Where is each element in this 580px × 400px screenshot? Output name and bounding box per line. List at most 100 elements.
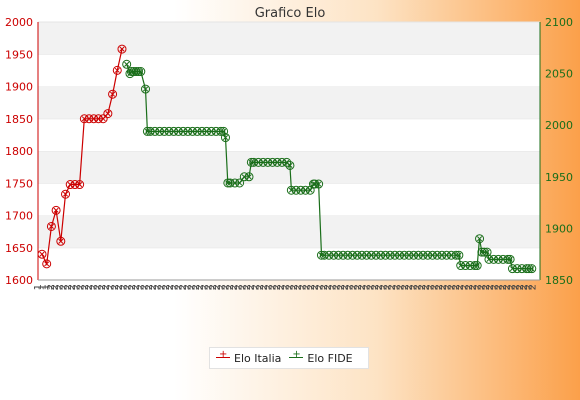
point-cross [495, 256, 501, 262]
x-tick-label: 2 [204, 284, 215, 290]
data-point-elo-fide [432, 250, 442, 260]
data-point-elo-fide [141, 84, 151, 94]
point-cross [429, 252, 436, 258]
x-tick-label: 2 [221, 284, 232, 290]
point-cross [279, 159, 285, 165]
point-cross [316, 181, 322, 187]
x-tick-label: 2 [447, 284, 458, 290]
point-cross [293, 187, 299, 193]
point-cross [467, 262, 473, 269]
legend-swatch-elo-italia [216, 349, 230, 363]
x-tick-label: 2 [97, 284, 108, 290]
data-point-elo-italia [117, 44, 127, 54]
point-cross [514, 266, 520, 272]
series-line-elo-italia [41, 48, 123, 266]
point-cross [500, 256, 506, 262]
x-tick-label: 2 [127, 284, 138, 290]
point-cross [232, 180, 238, 186]
plot-background [38, 21, 540, 280]
x-tick-label: 2 [306, 284, 317, 290]
point-cross [509, 266, 516, 272]
data-point-elo-fide [527, 264, 537, 274]
x-tick-label: 2 [84, 284, 95, 290]
x-tick-label: 2 [515, 284, 526, 290]
point-marker [216, 126, 226, 136]
point-cross [392, 252, 398, 258]
data-point-elo-fide [472, 261, 482, 271]
point-marker [282, 157, 292, 167]
x-tick-label: 2 [174, 284, 185, 290]
point-marker [117, 44, 127, 54]
y-tick-left: 1950 [5, 48, 33, 61]
point-cross [147, 128, 153, 134]
point-cross [204, 128, 210, 134]
x-tick-label: 2 [400, 284, 411, 290]
point-cross [274, 159, 280, 165]
x-tick-label: 2 [152, 284, 163, 290]
point-cross [110, 91, 116, 97]
point-marker [503, 254, 513, 264]
data-point-elo-fide [220, 133, 230, 143]
grid-band [38, 247, 540, 280]
x-tick-label: 2 [255, 284, 266, 290]
point-cross [255, 159, 261, 165]
x-tick-label: 2 [170, 284, 181, 290]
x-tick-label: 2 [404, 284, 415, 290]
x-tick-label: 2 [165, 284, 176, 290]
point-cross [171, 128, 177, 134]
x-tick-label: 2 [506, 284, 517, 290]
data-point-elo-fide [169, 126, 179, 136]
y-tick-right: 1900 [545, 222, 573, 235]
y-tick-right: 1850 [545, 274, 573, 287]
data-point-elo-fide [235, 178, 245, 188]
point-cross [105, 111, 111, 117]
x-tick-label: 2 [276, 284, 287, 290]
x-tick-label: 2 [182, 284, 193, 290]
data-point-elo-italia [61, 189, 71, 199]
legend-item-elo-italia: Elo Italia [216, 349, 281, 365]
point-cross [331, 252, 337, 258]
point-cross [161, 128, 167, 134]
x-tick-label: 2 [391, 284, 402, 290]
grid-band [38, 215, 540, 248]
x-tick-label: 2 [114, 284, 125, 290]
y-tick-right: 2000 [545, 119, 573, 132]
x-tick-label: 2 [489, 284, 500, 290]
series-layer [37, 44, 537, 274]
x-tick-label: 2 [302, 284, 313, 290]
y-tick-right: 2100 [545, 16, 573, 29]
data-point-elo-fide [122, 59, 132, 69]
point-cross [48, 223, 54, 230]
point-marker [103, 109, 113, 119]
point-cross [486, 256, 492, 262]
x-tick-label: 2 [455, 284, 466, 290]
axes: 1600 1650 1700 1750 1800 1850 1900 1950 2000 1850… [5, 16, 573, 287]
x-tick-label: 2 [434, 284, 445, 290]
x-tick-label: 2 [387, 284, 398, 290]
point-marker [122, 59, 132, 69]
x-tick-label: 2 [468, 284, 479, 290]
point-cross [185, 128, 191, 134]
point-cross [95, 116, 102, 122]
point-cross [44, 261, 50, 267]
y-tick-left: 2000 [5, 16, 33, 29]
x-tick-label: 2 [519, 284, 530, 290]
x-tick-label: 2 [366, 284, 377, 290]
data-point-elo-fide [362, 250, 372, 260]
point-cross [354, 252, 360, 258]
x-tick-label: 2 [374, 284, 385, 290]
x-tick-label: 2 [413, 284, 424, 290]
point-cross [378, 252, 384, 258]
point-cross [246, 174, 252, 180]
point-cross [62, 191, 69, 197]
point-marker [470, 261, 480, 271]
point-marker [505, 254, 515, 264]
x-tick-label: 2 [430, 284, 441, 290]
point-cross [529, 266, 535, 272]
point-cross [439, 252, 445, 258]
x-tick-label: 2 [178, 284, 189, 290]
point-marker [524, 264, 534, 274]
x-tick-label: 2 [118, 284, 129, 290]
data-point-elo-fide [498, 254, 508, 264]
point-cross [456, 252, 462, 258]
